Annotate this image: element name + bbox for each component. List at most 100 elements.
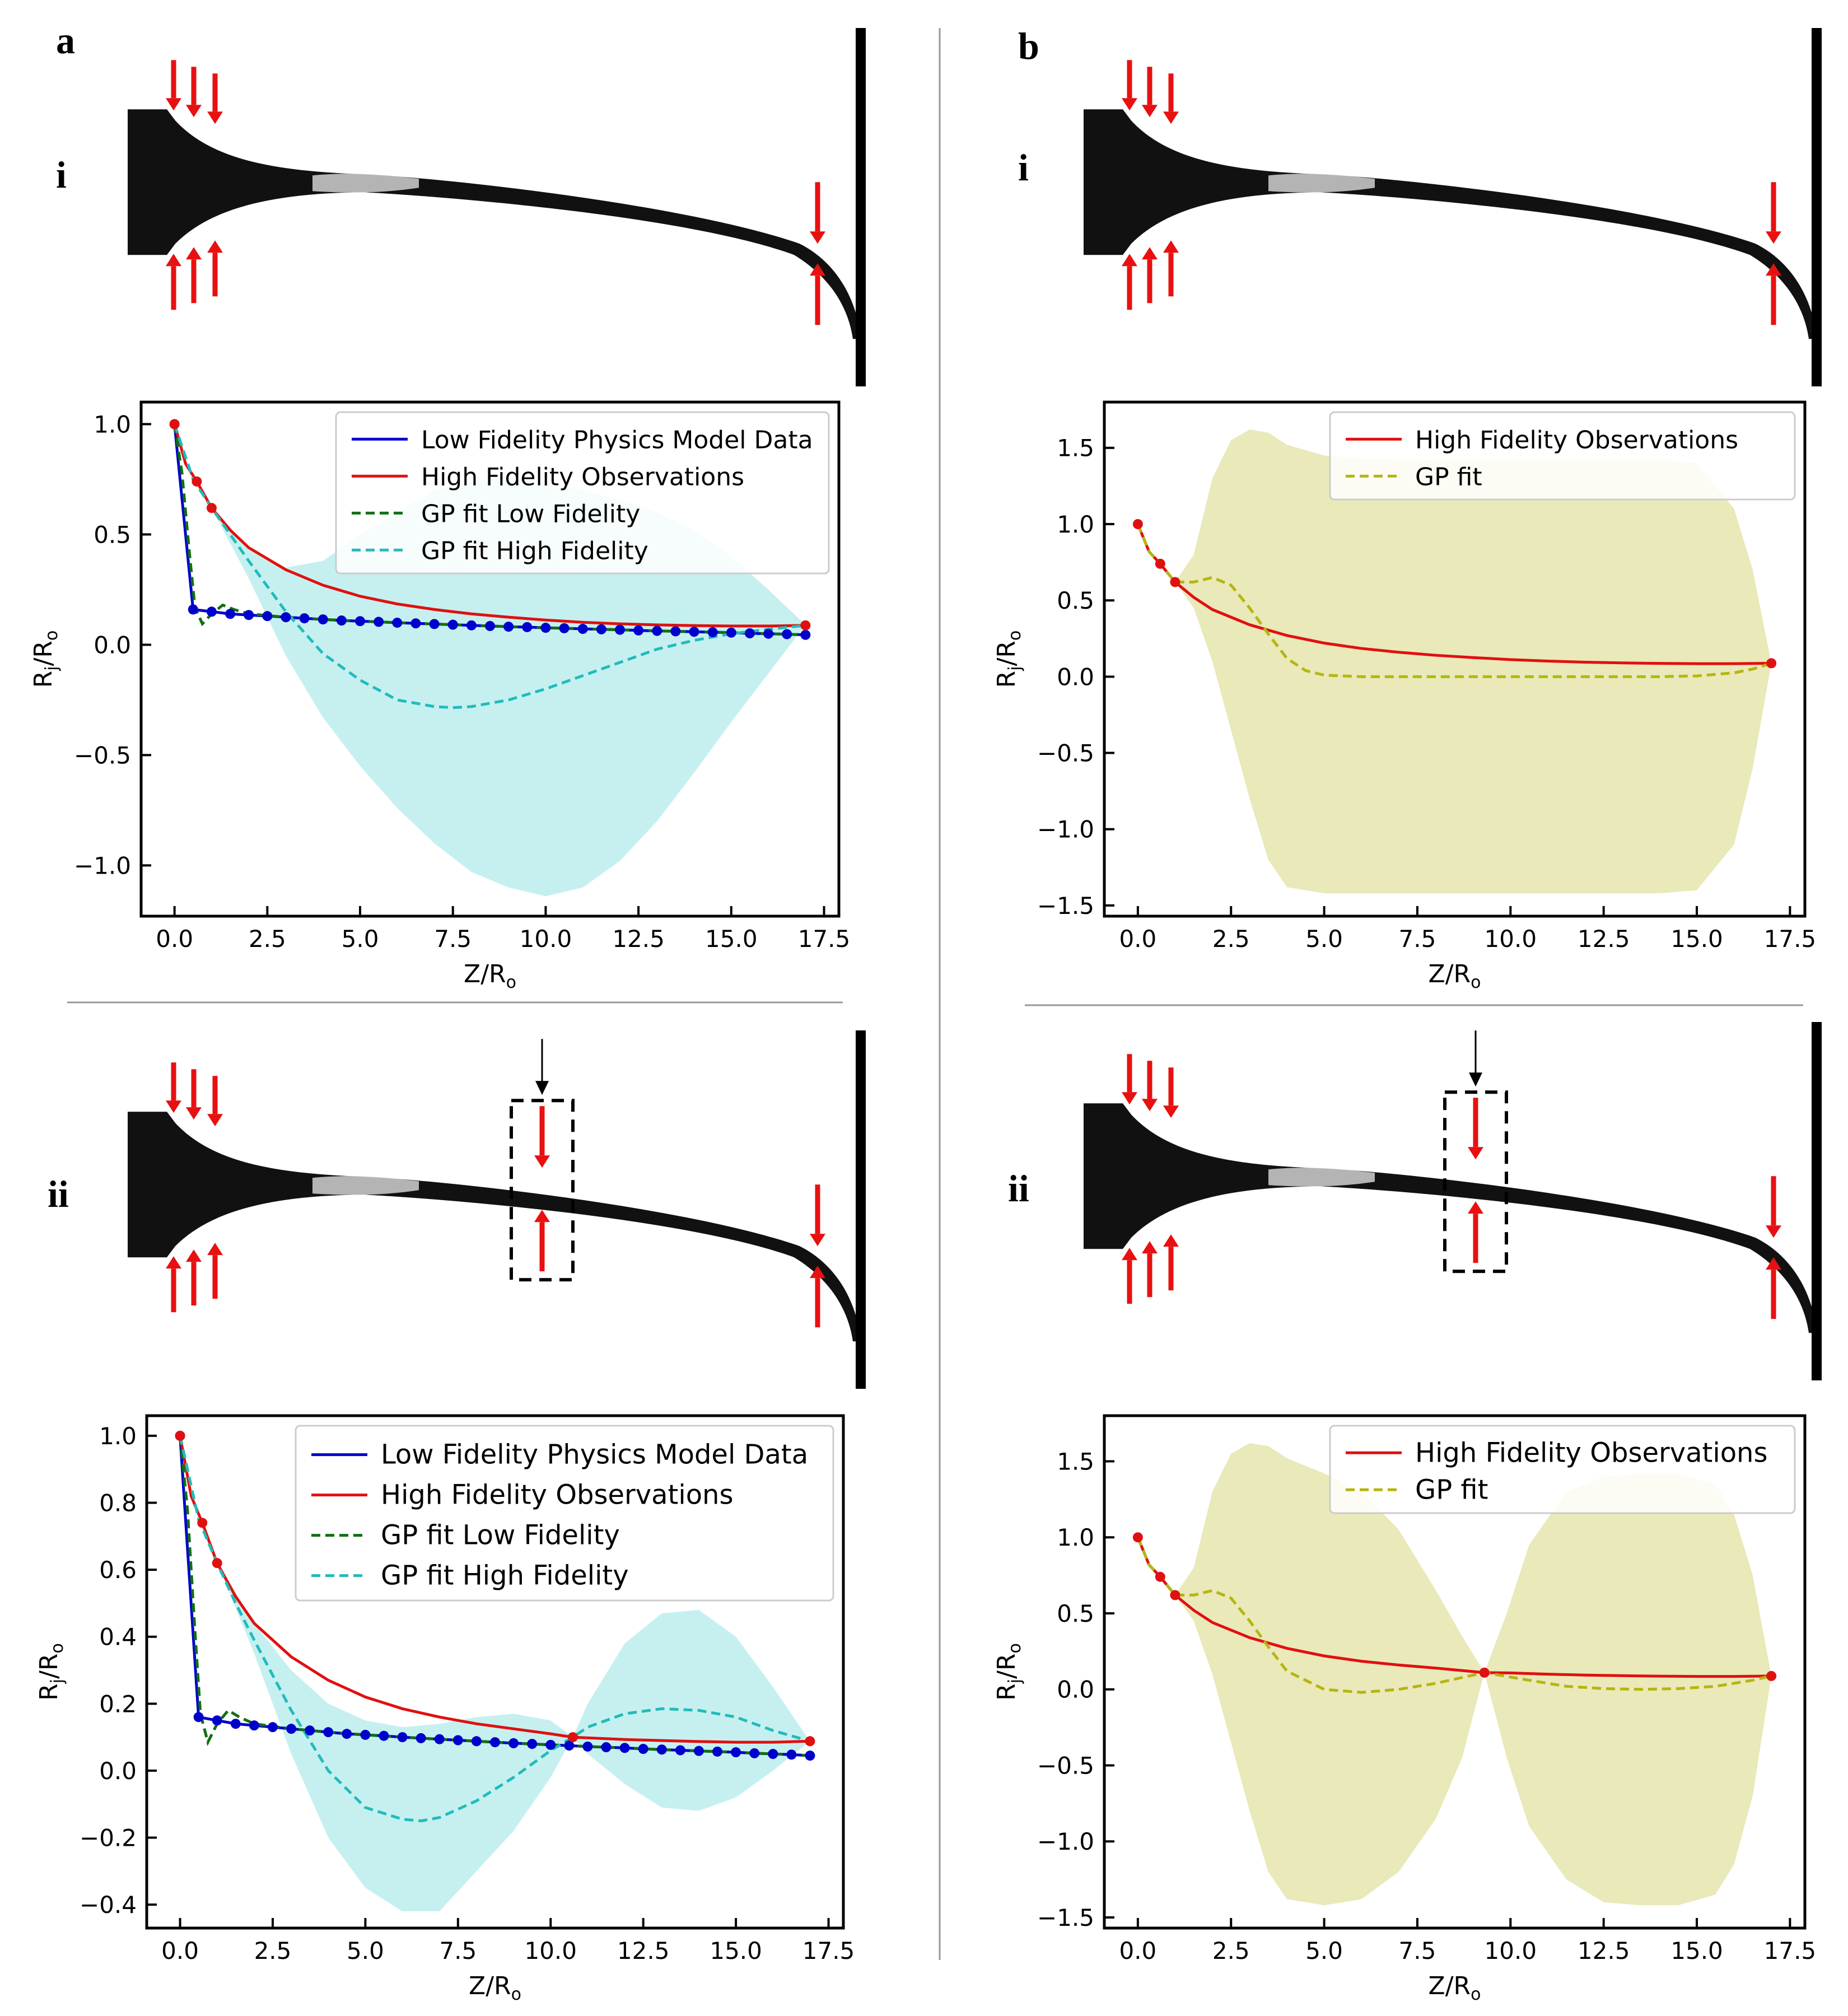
high-fidelity-point [1170, 1590, 1180, 1600]
legend-label: High Fidelity Observations [1415, 1437, 1767, 1468]
y-tick-label: −1.5 [1037, 1904, 1094, 1931]
y-axis-label-sub: j [1005, 1679, 1025, 1684]
x-tick-label: 15.0 [710, 1937, 762, 1964]
low-fidelity-point [188, 604, 198, 615]
y-tick-label: 0.5 [1057, 587, 1094, 614]
low-fidelity-point [225, 609, 236, 619]
legend-label: GP fit High Fidelity [381, 1560, 629, 1592]
red-arrow-head [1142, 1241, 1158, 1254]
low-fidelity-point [397, 1732, 408, 1743]
x-tick-label: 17.5 [1764, 925, 1817, 953]
uncertainty-band [1137, 430, 1772, 894]
low-fidelity-point [342, 1729, 352, 1739]
black-arrow-head [1469, 1072, 1482, 1087]
legend-box [1329, 411, 1796, 501]
low-fidelity-point [638, 1744, 648, 1754]
x-tick-label: 17.5 [798, 925, 851, 953]
legend-box [1329, 1425, 1796, 1514]
low-fidelity-point [267, 1722, 278, 1733]
red-arrow-head [186, 1249, 202, 1262]
y-axis-label-den: /R [29, 641, 58, 666]
red-arrow-head [1163, 1234, 1179, 1247]
low-fidelity-point [577, 624, 588, 634]
y-tick-label: 1.0 [94, 410, 131, 438]
legend-label: Low Fidelity Physics Model Data [381, 1439, 808, 1471]
low-fidelity-point [564, 1740, 575, 1751]
low-fidelity-point [206, 606, 217, 617]
low-fidelity-point [360, 1729, 371, 1740]
high-fidelity-point [1132, 519, 1143, 529]
legend-label: High Fidelity Observations [421, 463, 744, 491]
low-fidelity-point [249, 1720, 259, 1731]
panel-roman-b-ii: ii [1008, 1167, 1029, 1210]
x-tick-label: 5.0 [1305, 925, 1343, 953]
x-tick-label: 2.5 [254, 1937, 292, 1964]
high-fidelity-point [212, 1558, 222, 1569]
panel-roman-a-i: i [56, 153, 67, 196]
high-fidelity-point [1766, 1670, 1777, 1681]
x-tick-label: 2.5 [249, 925, 286, 953]
axes-frame [139, 400, 841, 918]
legend-label: Low Fidelity Physics Model Data [421, 426, 813, 454]
red-arrow-head [1122, 254, 1137, 267]
uncertainty-band [1137, 1443, 1772, 1906]
x-axis-label-sub: o [1471, 973, 1481, 992]
red-arrow-head [166, 254, 181, 267]
x-axis-label-sub: o [511, 1985, 521, 2004]
y-axis-label-den: /R [35, 1654, 63, 1679]
low-fidelity-point [522, 622, 533, 632]
legend-label: GP fit Low Fidelity [381, 1520, 620, 1551]
jet-stream [1084, 109, 1817, 339]
y-tick-label: 1.5 [1057, 435, 1094, 462]
red-arrow-head [810, 1266, 825, 1278]
uncertainty-band [180, 1435, 810, 1912]
y-tick-label: 0.5 [1057, 1600, 1094, 1627]
low-fidelity-point [336, 615, 347, 626]
low-fidelity-point [466, 620, 477, 631]
y-tick-label: −1.0 [1037, 1828, 1094, 1855]
x-tick-label: 17.5 [802, 1937, 855, 1964]
x-tick-label: 15.0 [1670, 925, 1723, 953]
low-fidelity-point [786, 1749, 797, 1760]
low-fidelity-point [619, 1743, 630, 1753]
low-fidelity-point [379, 1730, 389, 1741]
low-fidelity-point [744, 628, 755, 638]
low-fidelity-point [471, 1736, 482, 1747]
series-line-high-fidelity-observations [1136, 523, 1772, 665]
series-line-gp-fit [1136, 1537, 1772, 1694]
low-fidelity-point [230, 1719, 241, 1729]
x-tick-label: 0.0 [1119, 1937, 1156, 1964]
jet-highlight [1268, 174, 1375, 193]
x-tick-label: 12.5 [1578, 925, 1630, 953]
axes-frame [145, 1414, 845, 1930]
legend-box [295, 1425, 834, 1602]
y-tick-label: 0.0 [1057, 663, 1094, 690]
y-tick-label: 1.5 [1057, 1448, 1094, 1475]
red-arrow-head [207, 1114, 223, 1127]
low-fidelity-point [782, 629, 792, 640]
series-line-high-fidelity-observations [179, 1435, 810, 1744]
low-fidelity-point [712, 1746, 723, 1757]
x-tick-label: 10.0 [1485, 1937, 1537, 1964]
red-arrow-head [186, 105, 202, 118]
low-fidelity-point [374, 617, 384, 627]
axes-frame [1103, 1414, 1807, 1930]
y-axis-label-den-sub: o [1005, 631, 1025, 641]
high-fidelity-point [169, 419, 180, 430]
low-fidelity-point [244, 610, 254, 620]
jet-image-a-ii [128, 1030, 866, 1389]
legend-label: GP fit High Fidelity [421, 536, 648, 565]
high-fidelity-point [1766, 658, 1777, 669]
low-fidelity-point [545, 1739, 556, 1750]
chart-a-i: 0.0 2.5 5.0 7.5 10.0 12.5 15.0 17.5 −1.0 −0.5 0.0 0… [29, 400, 851, 992]
x-tick-label: 10.0 [1485, 925, 1537, 953]
x-tick-label: 2.5 [1212, 925, 1250, 953]
y-tick-label: 0.0 [94, 631, 131, 659]
y-tick-label: 0.5 [94, 521, 131, 548]
x-axis-label: Z/Ro [469, 1972, 521, 2004]
x-tick-label: 7.5 [439, 1937, 477, 1964]
jet-image-b-i [1084, 28, 1822, 386]
low-fidelity-point [707, 627, 718, 637]
red-arrow-head [1163, 240, 1179, 253]
x-tick-label: 12.5 [1578, 1937, 1630, 1964]
